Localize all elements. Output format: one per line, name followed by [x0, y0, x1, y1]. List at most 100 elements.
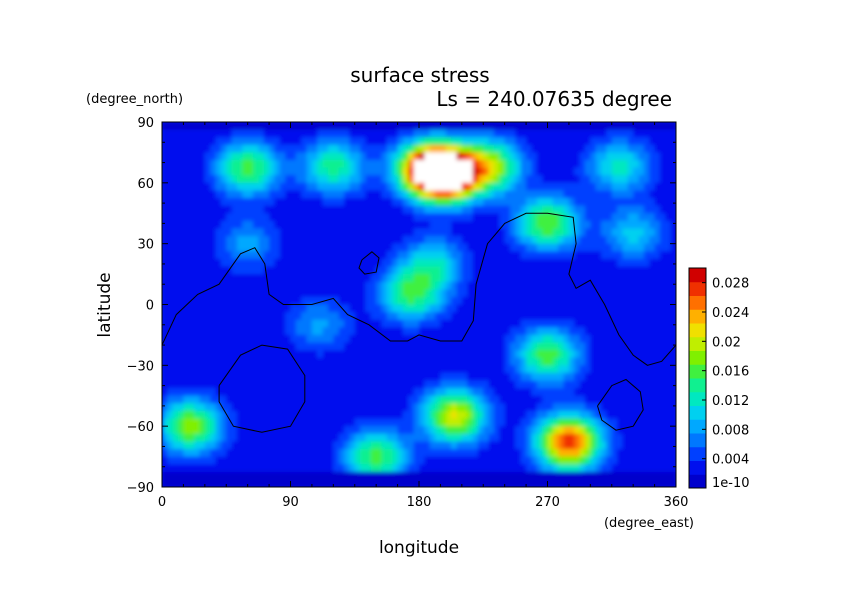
heat-cell: [584, 190, 591, 199]
heat-cell: [606, 334, 613, 344]
heat-cell: [178, 395, 185, 404]
heat-cell: [526, 220, 533, 230]
heat-cell: [194, 395, 201, 404]
heat-cell: [199, 350, 206, 359]
colorbar-swatch: [689, 460, 706, 475]
heat-cell: [643, 479, 650, 487]
heat-cell: [344, 365, 350, 374]
heat-cell: [568, 228, 575, 237]
heat-cell: [617, 456, 624, 465]
heat-cell: [301, 129, 308, 138]
heat-cell: [167, 122, 174, 131]
heat-cell: [162, 213, 168, 222]
heat-cell: [274, 152, 281, 161]
heat-cell: [510, 190, 516, 199]
heat-cell: [622, 403, 629, 412]
heat-cell: [188, 395, 195, 404]
heat-cell: [172, 327, 179, 336]
heat-cell: [574, 281, 581, 290]
heat-cell: [445, 350, 452, 359]
heat-cell: [188, 319, 195, 328]
heat-cell: [601, 441, 607, 450]
heat-cell: [499, 137, 506, 146]
heat-cell: [285, 190, 292, 199]
heat-cell: [622, 334, 629, 344]
heat-cell: [386, 350, 393, 359]
heat-cell: [386, 448, 393, 458]
heat-cell: [376, 372, 383, 382]
heat-cell: [483, 319, 490, 328]
heat-cell: [322, 274, 329, 283]
heat-cell: [370, 410, 377, 420]
heat-cell: [670, 129, 676, 138]
heat-cell: [488, 137, 495, 146]
heat-cell: [606, 357, 613, 366]
heat-cell: [456, 122, 463, 131]
heat-cell: [274, 266, 281, 275]
heat-cell: [231, 380, 238, 389]
heat-cell: [183, 395, 190, 404]
heat-cell: [413, 220, 420, 230]
heat-cell: [665, 289, 672, 298]
heat-cell: [488, 433, 495, 442]
heat-cell: [290, 228, 297, 237]
heat-cell: [258, 190, 265, 199]
heat-cell: [301, 350, 308, 359]
heat-cell: [515, 205, 522, 214]
heat-cell: [547, 304, 554, 313]
heat-cell: [167, 350, 174, 359]
heat-cell: [247, 403, 254, 412]
heat-cell: [590, 190, 597, 199]
heat-cell: [322, 281, 329, 290]
heat-cell: [670, 365, 676, 374]
heat-cell: [504, 319, 511, 328]
heat-cell: [226, 464, 233, 473]
heat-cell: [349, 258, 356, 268]
heat-cell: [333, 433, 340, 442]
heat-cell: [515, 243, 522, 252]
heat-cell: [338, 205, 345, 214]
heat-cell: [558, 160, 565, 169]
heat-cell: [397, 243, 404, 252]
heat-cell: [633, 274, 640, 283]
heat-cell: [301, 357, 308, 366]
heat-cell: [472, 175, 479, 184]
heat-cell: [317, 274, 324, 283]
heat-cell: [472, 471, 479, 480]
heat-cell: [445, 471, 452, 480]
heat-cell: [183, 281, 190, 290]
heat-cell: [386, 198, 393, 207]
heat-cell: [419, 418, 425, 427]
heat-cell: [611, 137, 618, 146]
heat-cell: [338, 198, 345, 207]
heat-cell: [584, 205, 591, 214]
heat-cell: [483, 372, 490, 382]
heat-cell: [162, 479, 168, 487]
heat-cell: [520, 243, 527, 252]
heat-cell: [178, 167, 185, 176]
heat-cell: [670, 190, 676, 199]
heat-cell: [402, 289, 409, 298]
heat-cell: [536, 258, 543, 268]
heat-cell: [199, 274, 206, 283]
heat-cell: [488, 274, 495, 283]
heat-cell: [419, 205, 425, 214]
heat-cell: [306, 144, 313, 154]
heat-cell: [515, 296, 522, 306]
heat-cell: [649, 258, 656, 268]
heat-cell: [258, 198, 265, 207]
heat-cell: [274, 167, 281, 176]
topography-contours: [162, 212, 676, 433]
heat-cell: [456, 243, 463, 252]
heat-cell: [204, 251, 211, 260]
heat-cell: [413, 289, 420, 298]
heat-cell: [547, 365, 554, 374]
heat-cell: [381, 304, 388, 313]
heat-cell: [627, 403, 634, 412]
heat-cell: [488, 129, 495, 138]
heat-cell: [349, 312, 356, 321]
heat-cell: [536, 441, 543, 450]
heat-cell: [322, 312, 329, 321]
heat-cell: [231, 312, 238, 321]
heat-cell: [344, 350, 350, 359]
